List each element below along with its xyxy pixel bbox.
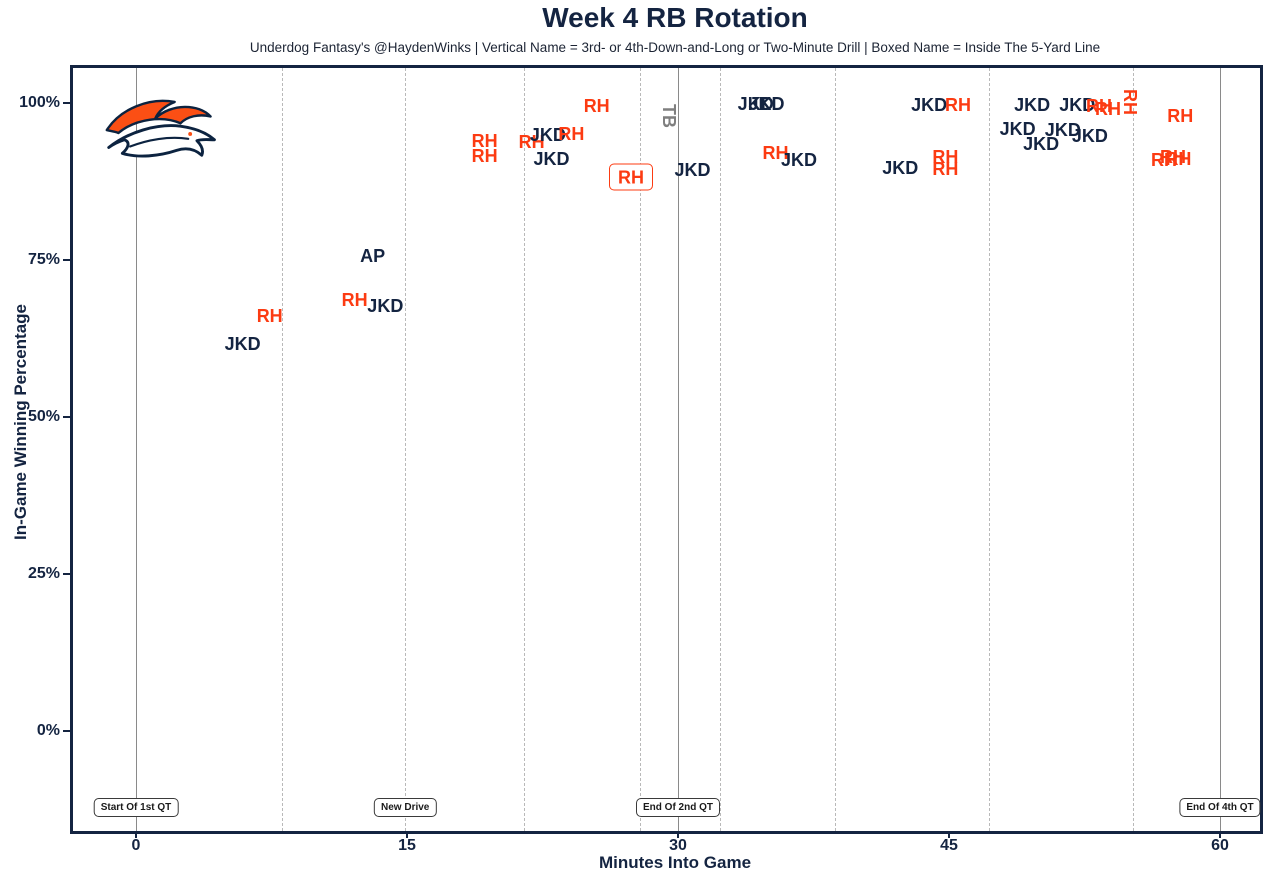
drive-gridline (524, 68, 526, 831)
x-tick-label: 0 (131, 837, 141, 854)
x-tick-label: 45 (940, 837, 958, 854)
y-tick-mark (63, 102, 70, 104)
x-tick-label: 30 (669, 837, 687, 854)
quarter-line (678, 68, 679, 831)
y-tick-mark (63, 416, 70, 418)
data-point-jkd: JKD (1014, 94, 1051, 115)
x-tick-label: 15 (398, 837, 416, 854)
y-tick-label: 0% (36, 722, 60, 739)
data-point-rh: RH (1150, 150, 1177, 171)
data-point-rh: RH (341, 290, 368, 311)
x-tick-mark (406, 831, 408, 838)
data-point-rh: RH (471, 146, 498, 167)
data-point-tb: TB (658, 103, 679, 128)
x-tick-mark (1219, 831, 1221, 838)
y-tick-mark (63, 259, 70, 261)
data-point-rh: RH (1094, 99, 1121, 120)
data-point-jkd: JKD (1023, 133, 1060, 154)
drive-annotation: New Drive (374, 798, 437, 817)
plot-area: 0 15 30 45 60 0% 25% 50% 75% 100% Start Of 1st QT N… (19, 65, 1263, 854)
drive-gridline (988, 68, 990, 831)
broncos-logo-icon (105, 99, 216, 158)
data-point-rh: RH (945, 94, 972, 115)
drive-annotation: End Of 4th QT (1179, 798, 1261, 817)
data-point-rh: RH (558, 124, 585, 145)
data-point-rh: RH (1119, 88, 1140, 115)
drive-gridline (1133, 68, 1135, 831)
data-point-rh: RH (1085, 96, 1112, 117)
data-point-jkd: JKD (999, 118, 1036, 139)
data-point-rh: RH (1167, 106, 1194, 127)
data-point-jkd: JKD (367, 295, 404, 316)
data-point-jkd: JKD (748, 94, 785, 115)
data-point-jkd: JKD (1059, 94, 1096, 115)
data-point-rh: RH (762, 143, 789, 164)
x-tick-mark (677, 831, 679, 838)
data-point-jkd: JKD (911, 94, 948, 115)
data-point-rh: RH (609, 163, 654, 191)
quarter-line (136, 68, 137, 831)
page-title: Week 4 RB Rotation (542, 2, 808, 33)
data-point-rh: RH (1165, 148, 1192, 169)
data-point-rh: RH (518, 131, 545, 152)
data-point-jkd: JKD (224, 334, 261, 355)
y-tick-label: 100% (19, 94, 60, 111)
page-subtitle: Underdog Fantasy's @HaydenWinks | Vertic… (249, 40, 1101, 55)
data-point-rh: RH (932, 147, 959, 167)
x-axis-title: Minutes Into Game (598, 853, 752, 872)
data-point-jkd: JKD (529, 125, 566, 146)
data-point-rh: RH (471, 130, 498, 151)
drive-annotation: Start Of 1st QT (93, 798, 179, 817)
x-tick-mark (948, 831, 950, 838)
y-tick-mark (63, 573, 70, 575)
data-point-jkd: JKD (533, 148, 570, 169)
drive-gridline (719, 68, 721, 831)
y-tick-mark (63, 730, 70, 732)
data-point-jkd: JKD (781, 150, 818, 171)
data-point-jkd: JKD (882, 158, 919, 179)
data-point-jkd: JKD (1071, 126, 1108, 147)
drive-annotation: End Of 2nd QT (636, 798, 720, 817)
data-point-ap: AP (360, 246, 386, 267)
drive-gridline (640, 68, 642, 831)
drive-gridline (282, 68, 284, 831)
drive-gridline (835, 68, 837, 831)
x-tick-mark (135, 831, 137, 838)
y-tick-label: 25% (27, 565, 60, 582)
data-point-rh: RH (256, 305, 283, 326)
data-point-rh: RH (932, 158, 959, 179)
x-tick-label: 60 (1211, 837, 1229, 854)
y-tick-label: 50% (27, 408, 60, 425)
drive-gridline (405, 68, 407, 831)
data-point-rh: RH (583, 96, 610, 117)
data-point-jkd: JKD (737, 94, 774, 115)
y-tick-label: 75% (27, 251, 60, 268)
quarter-line (1220, 68, 1221, 831)
data-point-jkd: JKD (674, 160, 711, 181)
data-point-jkd: JKD (1044, 120, 1081, 140)
data-point-rh: RH (1160, 147, 1187, 167)
